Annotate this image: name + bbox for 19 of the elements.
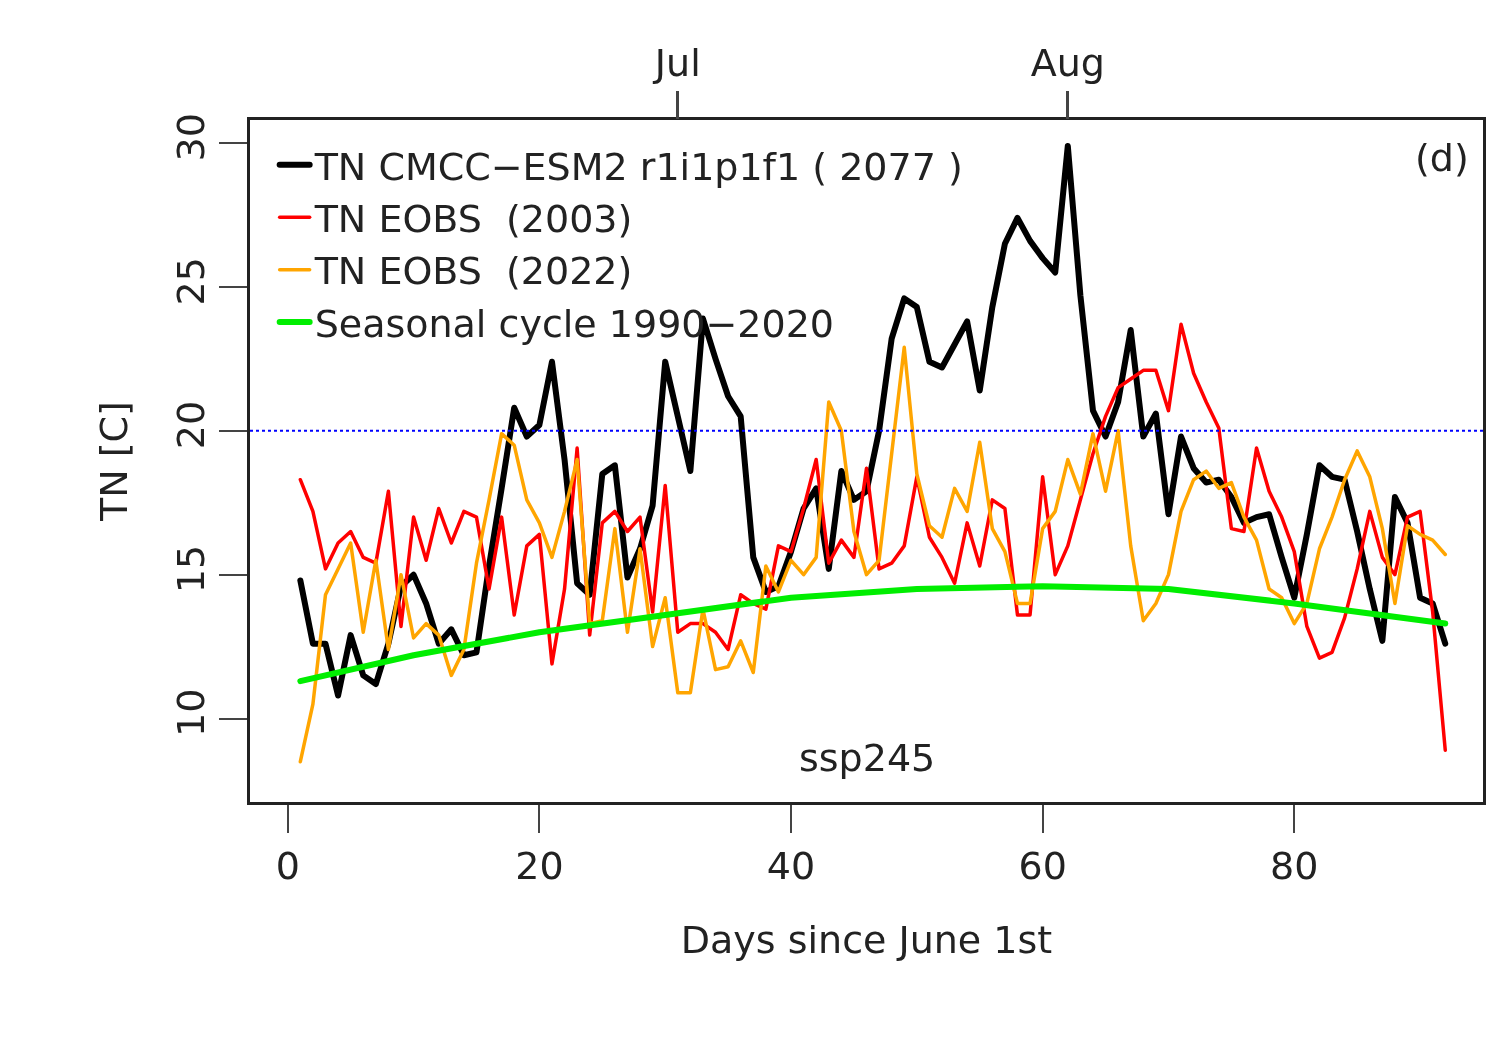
y-axis-title: TN [C]	[92, 401, 136, 522]
y-tick-label: 30	[168, 113, 213, 162]
x-tick-label: 0	[275, 843, 300, 888]
x-axis-title: Days since June 1st	[680, 917, 1053, 962]
y-tick-label: 20	[168, 400, 213, 450]
y-tick-label: 25	[168, 257, 213, 306]
x-tick-label: 40	[766, 843, 816, 888]
x2-tick-label: Aug	[1030, 40, 1105, 85]
y-tick-label: 10	[168, 688, 213, 738]
x-tick-label: 20	[515, 843, 564, 888]
annotation: ssp245	[799, 736, 936, 780]
legend-label: TN CMCC−ESM2 r1i1p1f1 ( 2077 )	[313, 144, 963, 189]
annotation: (d)	[1415, 136, 1469, 180]
legend-label: TN EOBS (2003)	[313, 197, 633, 242]
x-tick-label: 80	[1270, 843, 1319, 888]
x2-tick-label: Jul	[652, 40, 701, 85]
legend-label: TN EOBS (2022)	[313, 249, 633, 294]
y-tick-label: 15	[168, 544, 213, 594]
x-tick-label: 60	[1018, 843, 1067, 888]
